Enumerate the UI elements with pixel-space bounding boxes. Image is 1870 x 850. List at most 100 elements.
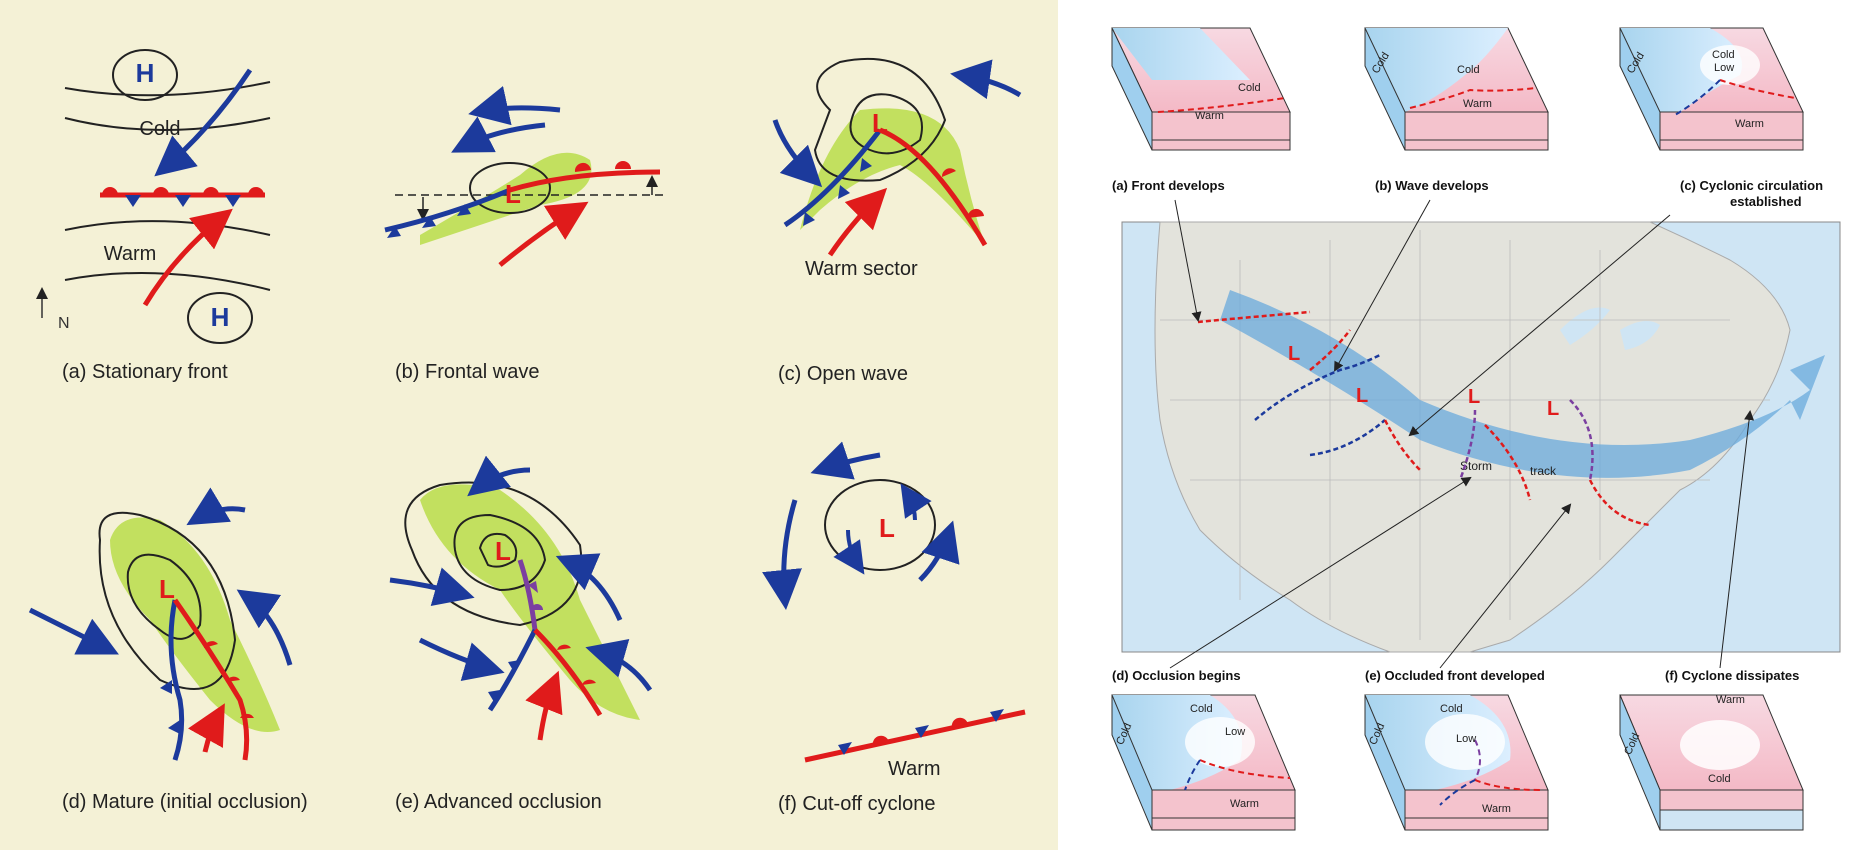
caption-occlusion-begins: (d) Occlusion begins (1112, 668, 1241, 683)
map-low-c: L (1356, 385, 1368, 407)
isobar (849, 93, 923, 155)
warm-label: Warm (888, 758, 941, 780)
low-label: L (159, 574, 175, 604)
wind-arrow (585, 639, 653, 692)
block-c-warm-label: Warm (1735, 118, 1764, 130)
block-f-warm-label: Warm (1716, 694, 1745, 706)
isobar (404, 481, 583, 627)
front-b-warm (1309, 329, 1351, 371)
front-c-cold (1309, 419, 1386, 457)
warm-front-line (879, 127, 988, 247)
caption-occluded-front-developed: (e) Occluded front developed (1365, 668, 1545, 683)
panel-f-cut-off-cyclone: L Warm (f) Cut-off cyclone (762, 441, 1026, 815)
cold-front-symbols (160, 680, 180, 734)
storm-track-arrow (1220, 290, 1825, 478)
front-e-occluded (1569, 399, 1594, 481)
occluded-front-line (517, 559, 538, 631)
us-map: Storm track L L L L (1121, 199, 1841, 669)
warm-label: Warm (104, 243, 157, 265)
block-e-cold-label: Cold (1440, 703, 1463, 715)
cold-air-arrow (154, 68, 253, 177)
caption-a: (a) Stationary front (62, 361, 228, 383)
warm-front-symbols (557, 644, 596, 685)
wind-arrow (833, 529, 865, 575)
panel-a-stationary-front: H Cold Warm H N (a) Stationary front (36, 49, 271, 383)
storm-track-diagram: Cold Warm (a) Front develops Cold Cold W… (1111, 27, 1841, 831)
block-d-cold-label: Cold (1190, 703, 1213, 715)
block-d-low-label: Low (1225, 726, 1245, 738)
caption-front-develops: (a) Front develops (1112, 178, 1225, 193)
storm-label: Storm (1460, 459, 1492, 473)
wind-arrow (762, 499, 802, 610)
caption-d: (d) Mature (initial occlusion) (62, 791, 308, 813)
wind-arrow (950, 59, 1022, 100)
caption-cyclone-dissipates: (f) Cyclone dissipates (1665, 668, 1799, 683)
wind-arrow (236, 589, 293, 666)
warm-sector-label: Warm sector (805, 258, 918, 280)
warm-front-symbols (941, 168, 984, 218)
block-a-warm-label: Warm (1195, 110, 1224, 122)
front-a (1197, 310, 1311, 324)
low-label: L (879, 513, 895, 543)
cold-front-line (168, 599, 185, 761)
block-c-low-label: Low (1714, 62, 1734, 74)
cold-front-symbols (488, 660, 520, 702)
warm-front-symbols (574, 161, 631, 172)
warm-sector-area (800, 108, 985, 245)
leader-line-a (1174, 199, 1202, 322)
caption-cyclonic-circulation-2: established (1730, 194, 1802, 209)
front-c-warm (1383, 419, 1421, 471)
warm-front-line (509, 169, 661, 193)
isobar (64, 220, 271, 236)
wind-arrow (810, 441, 881, 480)
block-f-cyclone-dissipates: Cold Warm Cold (1619, 694, 1804, 831)
block-d-warm-label: Warm (1230, 798, 1259, 810)
track-label: track (1530, 464, 1557, 478)
wind-arrow (468, 86, 561, 126)
wind-arrow (918, 520, 960, 582)
low-label: L (495, 536, 511, 566)
cold-label: Cold (139, 118, 180, 140)
block-b-warm-label: Warm (1463, 98, 1492, 110)
block-c-cold-label: Cold (1712, 49, 1735, 61)
warm-front-line (533, 628, 603, 717)
low-label: L (872, 108, 888, 138)
isobar (813, 57, 947, 182)
warm-air-arrow (525, 670, 563, 741)
block-b-cold-label: Cold (1457, 64, 1480, 76)
warm-air-arrow (498, 201, 589, 267)
north-label: N (58, 315, 70, 332)
caption-c: (c) Open wave (778, 363, 908, 385)
cold-front-line (384, 187, 511, 233)
leader-line-f (1719, 410, 1755, 669)
map-low-d: L (1468, 386, 1480, 408)
leader-line-d (1169, 476, 1472, 669)
map-low-b: L (1288, 343, 1300, 365)
wind-arrow (186, 487, 246, 526)
caption-e: (e) Advanced occlusion (395, 791, 602, 813)
wind-arrow (451, 116, 546, 153)
block-e-warm-label: Warm (1482, 803, 1511, 815)
panel-c-open-wave: L Warm sector (c) Open wave (772, 57, 1022, 385)
block-a-front-develops: Cold Warm (1111, 27, 1291, 151)
high-label: H (136, 58, 155, 88)
leader-line-e (1439, 503, 1572, 669)
isobar (98, 511, 237, 690)
warm-front-symbols (204, 641, 254, 718)
block-d-occlusion-begins: Cold Cold Low Warm (1111, 694, 1296, 831)
front-d-warm (1484, 424, 1532, 501)
occluded-front-symbols (528, 581, 543, 610)
cold-front-line (487, 628, 538, 712)
cold-front-symbols (387, 204, 471, 238)
wind-arrow (555, 553, 623, 622)
front-d-occluded (1458, 409, 1477, 481)
high-pressure-contour (187, 292, 253, 344)
block-e-low-label: Low (1456, 733, 1476, 745)
isobar (126, 553, 202, 640)
cold-front-symbols (125, 195, 241, 207)
high-pressure-contour (112, 49, 178, 101)
block-e-occluded-front: Cold Cold Low Warm (1364, 694, 1549, 831)
wind-arrow (389, 567, 475, 606)
leader-line-c (1408, 214, 1671, 437)
panel-e-advanced-occlusion: L (e) Advanced occlusion (389, 455, 653, 813)
